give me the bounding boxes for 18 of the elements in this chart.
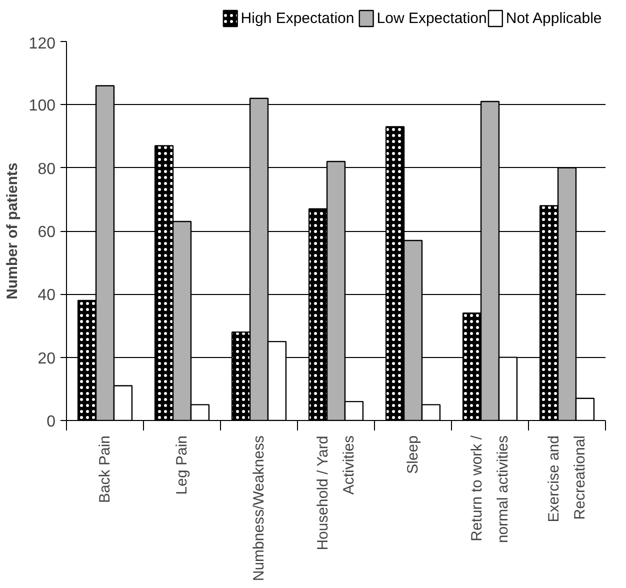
- x-tick-label: Leg Pain: [174, 436, 190, 495]
- y-tick-label: 80: [38, 160, 56, 178]
- legend-label: Not Applicable: [506, 10, 602, 27]
- y-tick-label: 40: [38, 287, 56, 304]
- legend-label: Low Expectation: [376, 10, 487, 27]
- legend-label: High Expectation: [240, 10, 354, 27]
- x-tick-label: Exercise and Recreational: [545, 435, 589, 522]
- y-tick-label: 100: [28, 98, 56, 115]
- y-axis-title: Number of patients: [4, 162, 21, 300]
- y-tick-label: 60: [38, 224, 56, 241]
- y-tick-label: 20: [38, 350, 56, 368]
- x-tick-label: Sleep: [404, 435, 422, 474]
- y-tick-label: 0: [46, 414, 56, 430]
- x-tick-label: Back Pain: [96, 435, 114, 504]
- x-tick-label: Numbness/Weakness: [250, 435, 268, 582]
- x-tick-label: Household / Yard Activities: [314, 435, 358, 550]
- x-tick-label: Return to work / normal activities: [468, 434, 512, 544]
- y-tick-label: 120: [28, 36, 56, 52]
